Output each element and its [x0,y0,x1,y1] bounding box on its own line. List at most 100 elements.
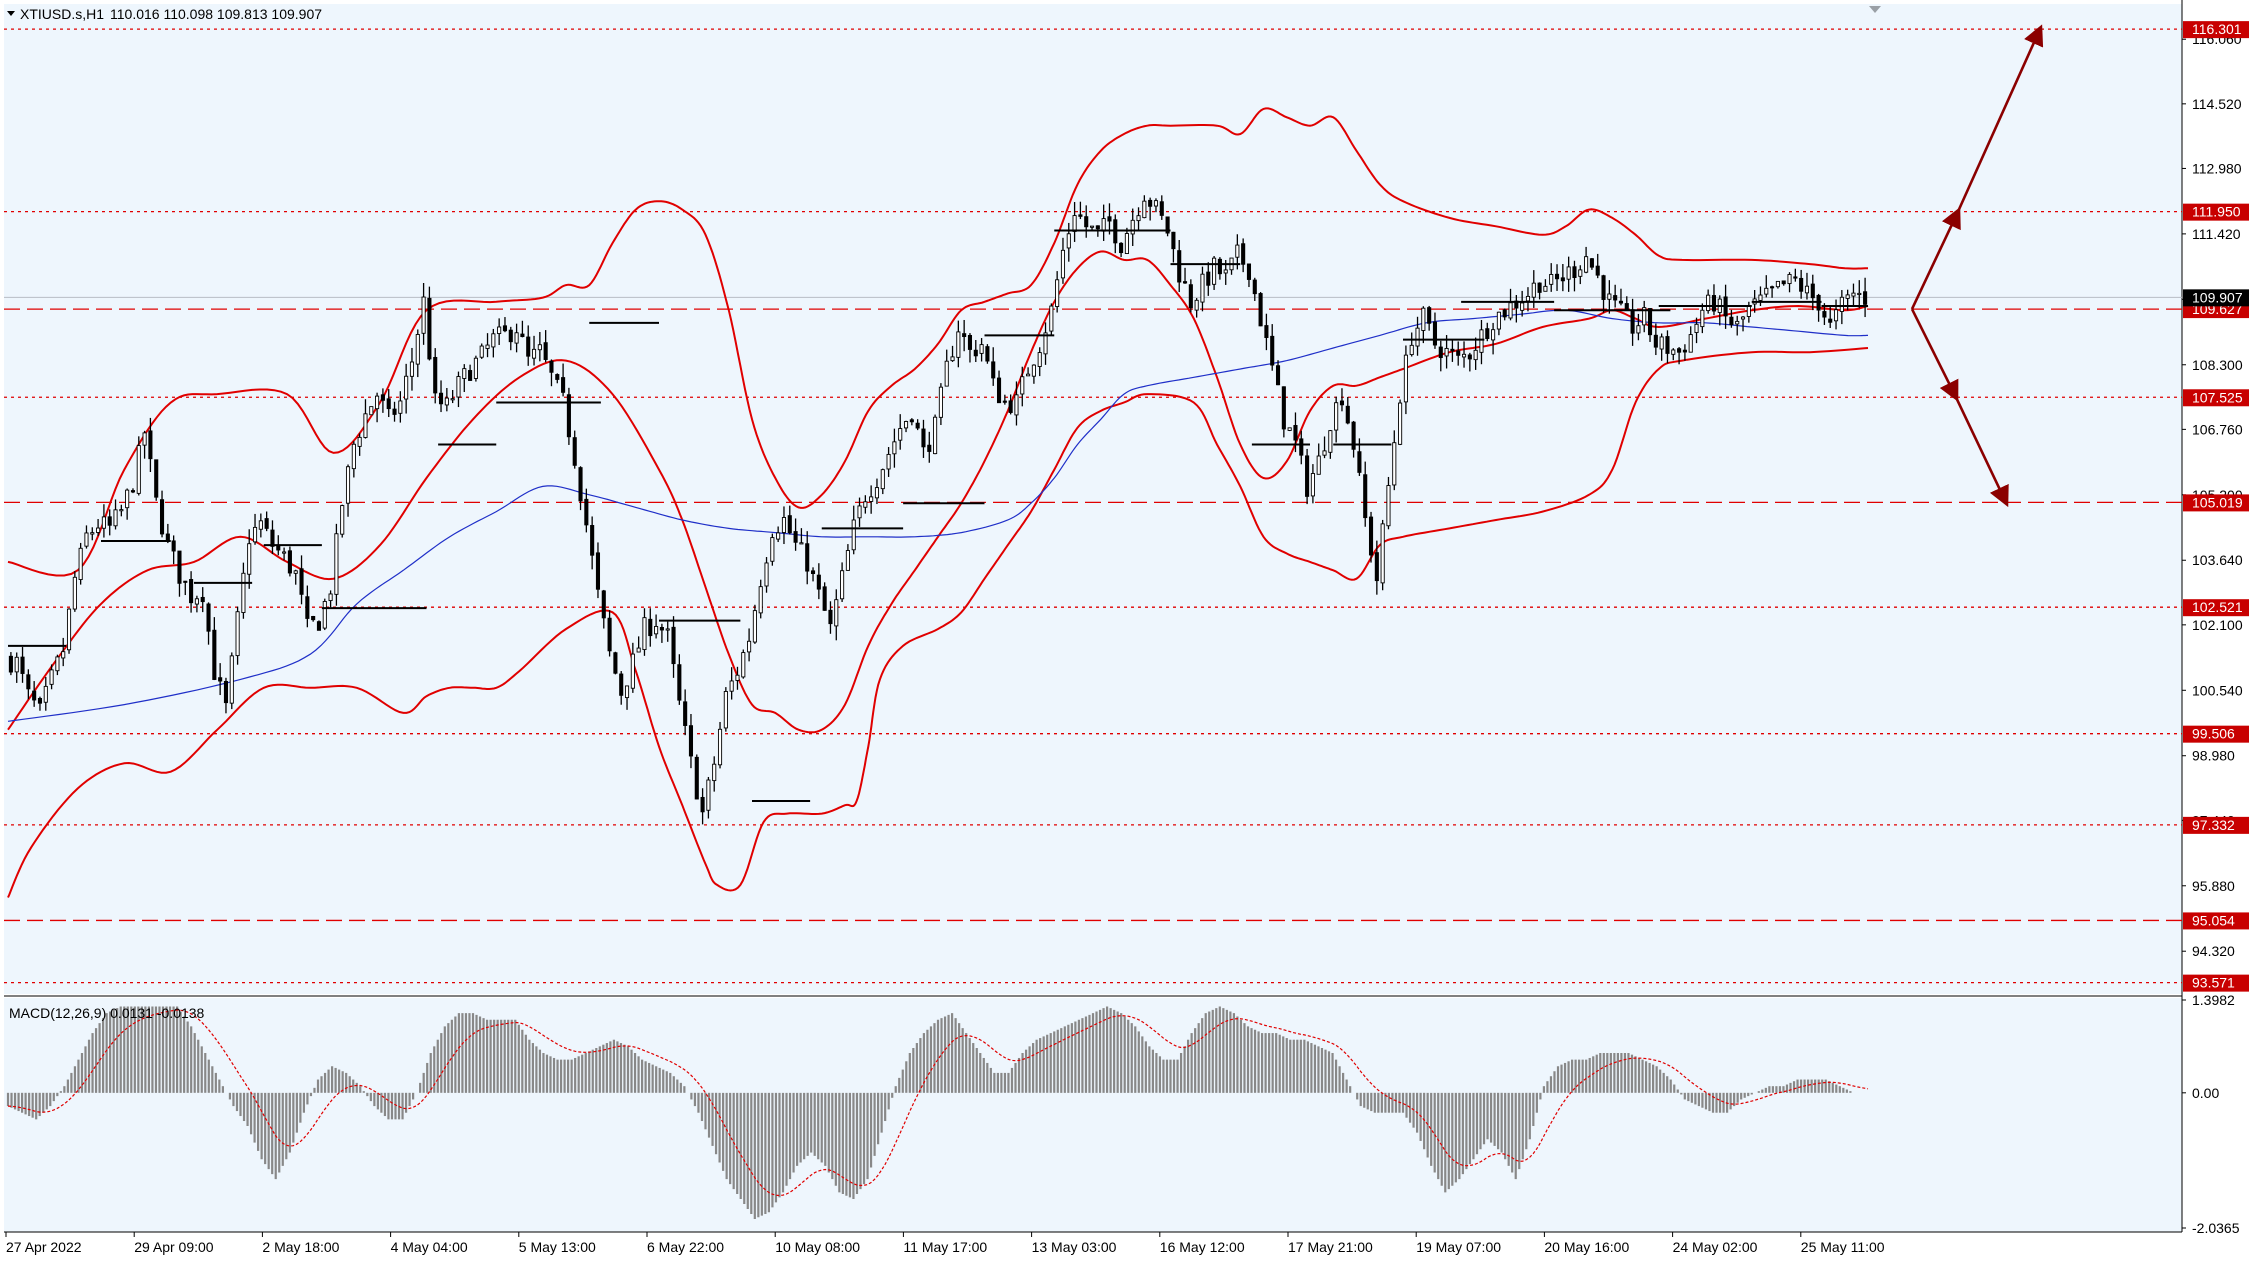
candle-body-307 [1793,276,1798,279]
candle-body-208 [1217,258,1222,275]
candle-body-244 [1427,307,1432,324]
candle-body-271 [1584,256,1589,273]
candle-body-287 [1677,348,1682,353]
candle-body-166 [973,349,978,357]
arrow-up-1 [1910,206,1961,310]
level-tag-3: 107.525 [2192,389,2243,405]
candle-body-103 [607,617,612,652]
bollinger-middle [7,250,1869,734]
candle-body-155 [909,419,914,423]
bollinger-upper [7,107,1868,577]
candle-body-44 [264,518,269,529]
candle-body-255 [1491,329,1496,341]
candle-body-159 [933,416,938,455]
candle-body-246 [1438,346,1443,359]
candle-body-96 [566,394,571,438]
candle-body-81 [479,345,484,358]
candle-body-131 [770,537,775,562]
price-tick-14: 94.320 [2192,943,2235,959]
candle-body-58 [345,466,351,504]
candle-body-59 [351,443,356,470]
candle-body-268 [1566,266,1571,280]
candle-body-5 [37,697,43,704]
scroll-marker-icon[interactable] [1869,6,1881,13]
candle-body-119 [700,796,705,813]
candle-body-273 [1595,265,1600,276]
candle-body-261 [1525,295,1531,302]
candle-body-220 [1287,427,1292,431]
candle-body-206 [1206,271,1211,286]
level-tag-0-box [2183,21,2249,39]
candle-body-2 [20,656,25,674]
price-tick-9: 102.100 [2192,617,2243,633]
candle-body-71 [421,296,426,334]
candle-body-148 [869,496,874,502]
candle-body-78 [462,368,467,379]
candle-body-114 [671,626,676,665]
menu-triangle-icon[interactable] [7,11,15,16]
candle-body-23 [142,432,147,446]
candle-body-260 [1520,302,1525,311]
time-tick-14: 25 May 11:00 [1801,1239,1885,1255]
candle-body-283 [1653,334,1658,348]
level-tag-4: 105.019 [2192,494,2243,510]
candle-body-93 [549,360,554,373]
candle-body-198 [1159,201,1164,216]
header-symbol: XTIUSD.s,H1 [20,6,104,22]
candle-body-36 [218,677,223,682]
candle-body-64 [380,394,385,401]
candle-body-310 [1810,283,1815,299]
candle-body-318 [1857,292,1862,296]
candle-body-72 [427,297,432,360]
time-tick-10: 17 May 21:00 [1288,1239,1373,1255]
level-tag-6-box [2183,725,2249,743]
candle-body-66 [392,408,397,415]
candle-body-191 [1119,242,1124,254]
candle-body-249 [1456,350,1461,356]
candle-body-243 [1421,307,1426,331]
candle-body-46 [276,545,281,551]
candle-body-27 [165,533,170,541]
time-tick-4: 5 May 13:00 [519,1239,596,1255]
candle-body-30 [183,580,188,583]
time-tick-11: 19 May 07:00 [1416,1239,1501,1255]
candle-body-165 [967,334,973,350]
candle-body-75 [444,397,449,406]
candle-body-186 [1089,225,1095,228]
candle-body-215 [1258,293,1263,327]
candle-body-252 [1473,349,1478,361]
arrow-down-1 [1910,308,1959,402]
candle-body-102 [601,590,606,619]
candle-body-11 [72,576,77,610]
candle-body-40 [241,572,246,614]
time-tick-8: 13 May 03:00 [1032,1239,1117,1255]
level-tag-4-box [2183,494,2249,512]
level-tag-5-box [2183,599,2249,617]
candle-body-274 [1601,275,1606,300]
macd-tick-0: 1.3982 [2192,992,2235,1008]
candle-body-267 [1560,277,1565,282]
candle-body-317 [1851,292,1856,297]
candle-body-39 [235,611,240,657]
candle-body-41 [247,543,252,575]
candle-body-112 [659,627,664,631]
level-tag-5: 102.521 [2192,599,2243,615]
candle-body-218 [1275,365,1281,386]
candle-body-74 [438,392,444,405]
candle-body-161 [944,360,949,387]
candle-body-231 [1351,421,1356,450]
candle-body-225 [1316,455,1321,475]
candle-body-176 [1031,364,1036,377]
main-plot-area[interactable] [4,4,2182,994]
candle-body-105 [619,673,624,696]
candle-body-142 [834,599,839,627]
candle-body-90 [531,348,537,359]
candle-body-286 [1671,349,1676,355]
candle-body-18 [113,509,118,527]
macd-tick-2: -2.0365 [2192,1220,2240,1236]
candle-body-137 [805,543,810,572]
candle-body-285 [1665,336,1670,354]
candle-body-79 [468,370,473,381]
candle-body-28 [171,540,176,552]
